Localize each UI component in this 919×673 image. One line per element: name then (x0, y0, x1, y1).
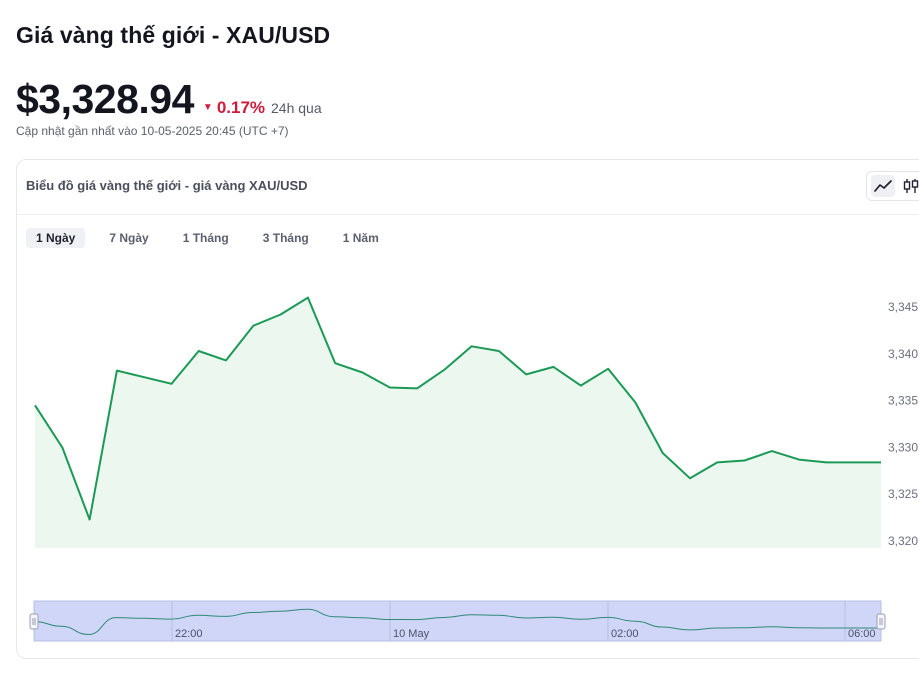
y-tick-label: 3,345 (888, 300, 918, 314)
line-chart-button[interactable] (871, 175, 895, 197)
navigator-time-label: 22:00 (175, 628, 203, 640)
price-row: $3,328.94 ▼ 0.17% 24h qua (16, 76, 322, 123)
y-tick-label: 3,335 (888, 394, 918, 408)
range-tab-1-year[interactable]: 1 Năm (342, 231, 379, 245)
change-percent: 0.17% (216, 98, 266, 117)
y-tick-label: 3,340 (888, 347, 918, 361)
current-price: $3,328.94 (16, 76, 194, 122)
time-range-tabs: 1 Ngày 7 Ngày 1 Tháng 3 Tháng 1 Năm (26, 228, 403, 248)
range-tab-1-day[interactable]: 1 Ngày (26, 228, 86, 248)
navigator-time-label: 10 May (393, 628, 430, 640)
navigator-window[interactable] (33, 600, 882, 642)
price-line (34, 296, 881, 521)
range-tab-3-months[interactable]: 3 Tháng (262, 231, 309, 245)
y-tick-label: 3,320 (888, 534, 918, 548)
navigator-left-handle[interactable] (29, 613, 39, 630)
y-tick-label: 3,330 (888, 440, 918, 454)
price-area (35, 297, 881, 548)
navigator-right-handle[interactable] (876, 613, 886, 630)
last-updated: Cập nhật gần nhất vào 10-05-2025 20:45 (… (16, 124, 289, 138)
navigator-time-label: 02:00 (611, 628, 639, 640)
price-change: ▼ 0.17% 24h qua (203, 98, 322, 118)
navigator-series-line (33, 608, 881, 636)
y-tick-label: 3,325 (888, 487, 918, 501)
candlestick-icon (903, 179, 919, 193)
chart-type-toggle (866, 171, 919, 201)
navigator-time-label: 06:00 (848, 628, 876, 640)
range-tab-1-month[interactable]: 1 Tháng (182, 231, 229, 245)
caret-down-icon: ▼ (202, 102, 213, 113)
line-chart-icon (874, 180, 892, 192)
change-period: 24h qua (271, 100, 322, 116)
candlestick-chart-button[interactable] (899, 175, 919, 197)
chart-card-title: Biểu đồ giá vàng thế giới - giá vàng XAU… (26, 178, 308, 193)
chart-card-header: Biểu đồ giá vàng thế giới - giá vàng XAU… (17, 160, 919, 215)
page-title: Giá vàng thế giới - XAU/USD (16, 22, 331, 48)
range-tab-7-days[interactable]: 7 Ngày (109, 231, 149, 245)
